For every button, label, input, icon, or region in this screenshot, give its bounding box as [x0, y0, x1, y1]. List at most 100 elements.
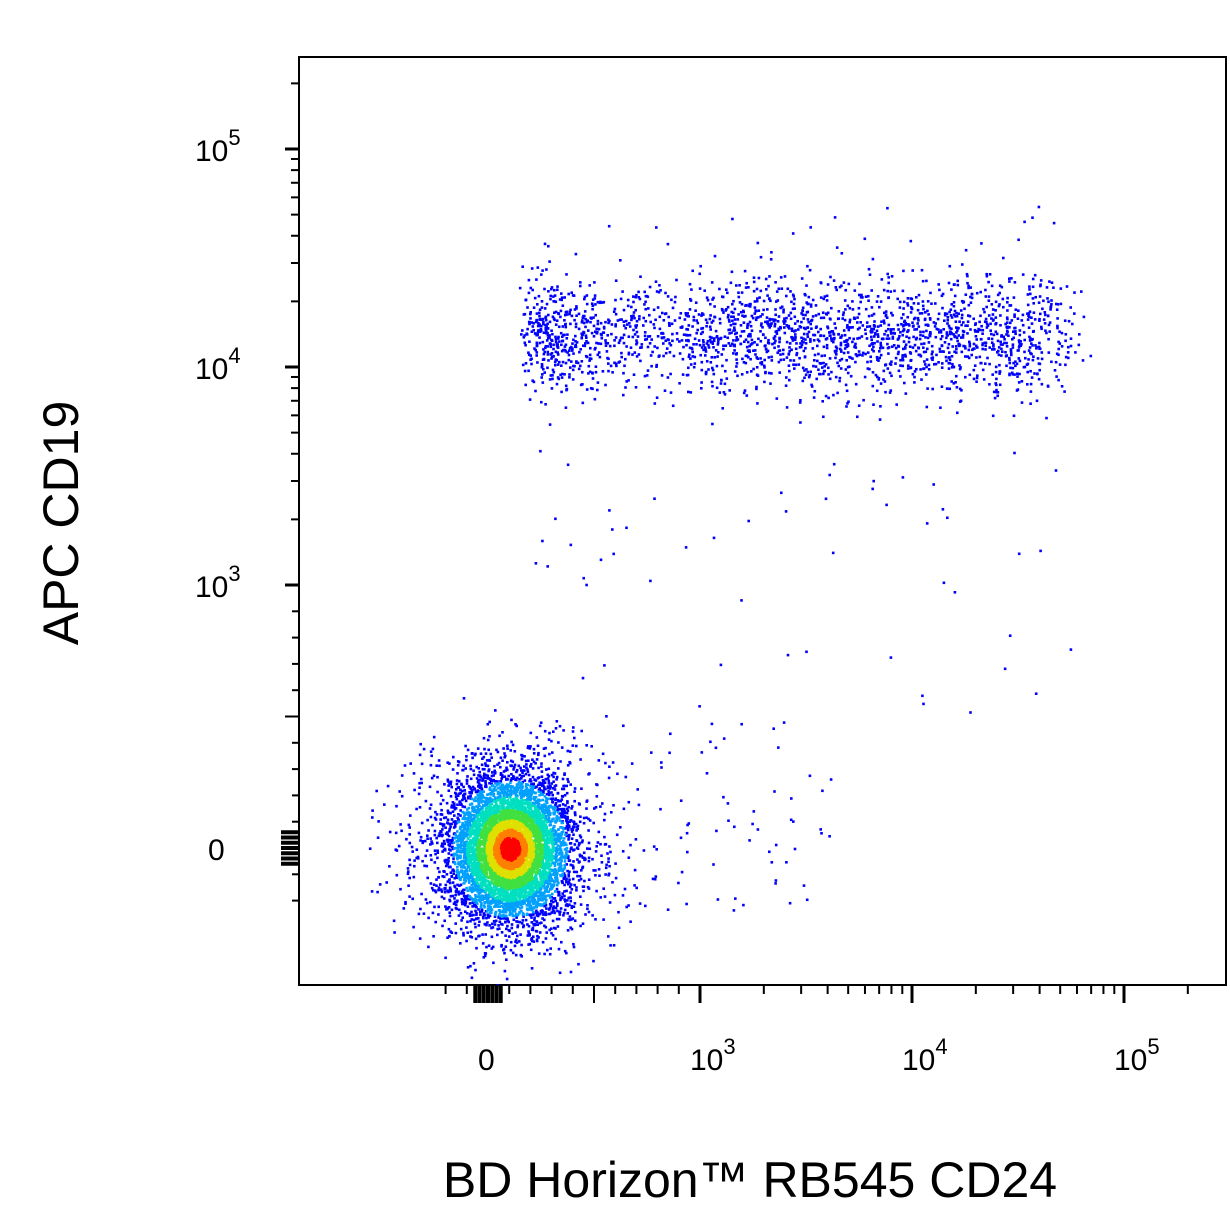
event-dot [483, 905, 486, 909]
event-dot [547, 814, 550, 817]
event-dot [554, 801, 558, 805]
event-dot [505, 906, 508, 910]
event-dot [488, 831, 491, 835]
event-dot [467, 842, 470, 845]
event-dot [538, 793, 541, 797]
event-dot [607, 860, 610, 864]
event-dot [529, 785, 532, 788]
event-dot [491, 812, 494, 815]
event-dot [451, 881, 455, 884]
event-dot [490, 947, 494, 950]
event-dot [541, 892, 544, 895]
event-dot [536, 868, 540, 871]
event-dot [458, 837, 461, 840]
event-dot [475, 826, 478, 829]
event-dot [479, 853, 483, 857]
event-dot [493, 772, 497, 775]
event-dot [490, 922, 494, 926]
event-dot [475, 913, 478, 917]
event-dot [481, 757, 484, 760]
event-dot [505, 890, 509, 894]
event-dot [536, 839, 540, 843]
event-dot [484, 807, 488, 811]
event-dot [539, 824, 543, 827]
event-dot [558, 804, 561, 807]
event-dot [519, 881, 523, 884]
event-dot [490, 828, 493, 832]
event-dot [517, 786, 520, 790]
event-dot [547, 853, 550, 856]
event-dot [499, 815, 503, 819]
event-dot [521, 911, 525, 915]
event-dot [461, 844, 464, 847]
event-dot [491, 945, 495, 949]
event-dot [527, 759, 530, 762]
event-dot [466, 873, 470, 876]
event-dot [498, 927, 501, 930]
event-dot [547, 779, 551, 783]
event-dot [541, 880, 545, 883]
event-dot [586, 847, 589, 850]
event-dot [488, 813, 492, 817]
event-dot [555, 887, 559, 891]
event-dot [476, 882, 480, 885]
event-dot [519, 818, 523, 822]
event-dot [444, 905, 447, 908]
event-dot [536, 826, 540, 830]
event-dot [441, 850, 444, 853]
event-dot [552, 881, 556, 884]
event-dot [545, 801, 549, 805]
event-dot [488, 914, 492, 918]
event-dot [543, 819, 547, 822]
event-dot [475, 895, 479, 898]
event-dot [510, 772, 513, 776]
event-dot [462, 931, 465, 935]
event-dot [470, 914, 474, 917]
event-dot [447, 829, 451, 833]
event-dot [429, 837, 432, 840]
event-dot [552, 824, 556, 828]
event-dot [519, 766, 522, 770]
event-dot [562, 876, 566, 880]
event-dot [457, 914, 461, 917]
event-dot [559, 898, 562, 902]
event-dot [437, 759, 441, 762]
event-dot [543, 918, 546, 922]
event-dot [472, 962, 476, 965]
event-dot [513, 910, 517, 913]
event-dot [479, 819, 483, 823]
event-dot [521, 780, 525, 784]
event-dot [573, 787, 577, 790]
event-dot [447, 834, 451, 838]
event-dot [469, 767, 473, 771]
event-dot [566, 801, 569, 805]
event-dot [477, 774, 480, 777]
event-dot [516, 808, 520, 812]
event-dot [488, 904, 491, 908]
event-dot [505, 778, 508, 781]
event-dot [562, 808, 566, 811]
event-dot [474, 893, 477, 897]
event-dot [464, 879, 468, 883]
event-dot [563, 898, 566, 901]
event-dot [459, 927, 463, 931]
event-dot [558, 846, 561, 849]
event-dot [538, 807, 541, 811]
event-dot [453, 897, 456, 900]
event-dot [557, 881, 560, 885]
event-dot [501, 759, 504, 762]
event-dot [555, 834, 559, 837]
event-dot [435, 813, 439, 816]
event-dot [546, 812, 550, 816]
event-dot [572, 866, 575, 870]
event-dot [526, 810, 530, 813]
event-dot [467, 819, 471, 823]
event-dot [503, 902, 506, 905]
event-dot [509, 798, 513, 802]
event-dot [527, 931, 531, 935]
event-dot [544, 896, 547, 899]
event-dot [482, 790, 485, 793]
event-dot [580, 787, 583, 790]
event-dot [539, 858, 543, 861]
event-dot [461, 817, 465, 821]
